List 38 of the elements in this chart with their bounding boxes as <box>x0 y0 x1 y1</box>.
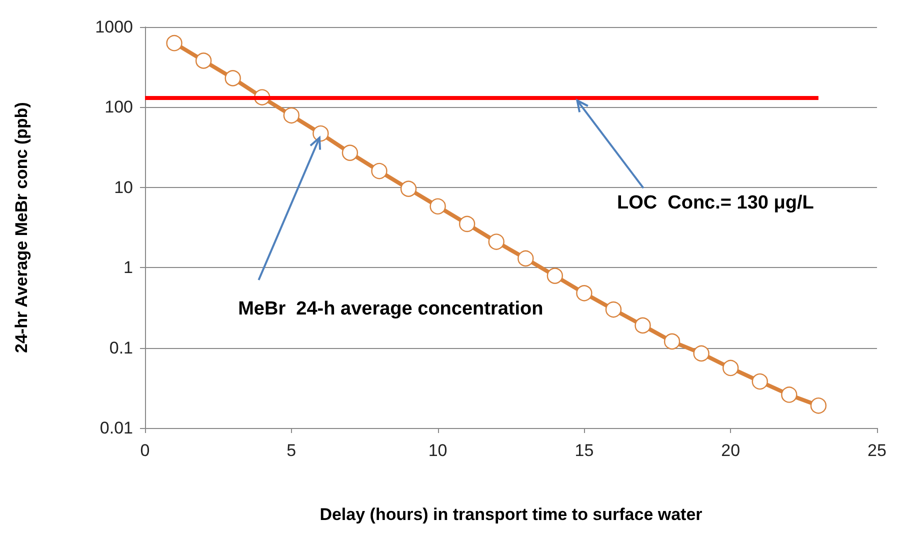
annotation: MeBr 24-h average concentration <box>238 298 544 320</box>
point <box>781 386 798 403</box>
y-tick-label: 100 <box>104 98 133 117</box>
point <box>546 268 564 284</box>
x-axis-title: Delay (hours) in transport time to surface water <box>320 505 703 524</box>
point <box>810 398 827 414</box>
y-tick-label: 0.1 <box>109 338 133 358</box>
point <box>166 34 182 52</box>
x-tick-label: 5 <box>286 441 296 460</box>
point <box>518 250 534 267</box>
point <box>722 360 739 376</box>
x-tick-label: 15 <box>574 441 594 460</box>
point <box>283 107 300 124</box>
point <box>693 345 710 362</box>
point <box>371 162 388 180</box>
x-tick-label: 25 <box>868 441 886 460</box>
x-tick-label: 0 <box>140 441 150 460</box>
point <box>664 333 680 350</box>
y-tick-label: 1 <box>124 258 133 278</box>
x-tick-label: 10 <box>428 441 448 460</box>
point <box>488 234 504 250</box>
point <box>342 144 358 161</box>
y-tick-label: 1000 <box>95 18 133 36</box>
point <box>195 52 212 69</box>
point <box>430 198 446 214</box>
point <box>312 125 329 142</box>
point <box>634 317 651 334</box>
y-tick-label: 0.01 <box>100 418 133 438</box>
ref-line-label: LOC Conc.= 130 μg/L <box>616 192 814 214</box>
point <box>605 301 622 318</box>
point <box>458 216 476 232</box>
y-axis-title: 24-hr Average MeBr conc (ppb) <box>12 102 31 353</box>
point <box>224 70 241 86</box>
x-tick-label: 20 <box>721 441 740 460</box>
point <box>576 285 592 302</box>
point <box>752 373 768 390</box>
point <box>400 180 417 197</box>
y-tick-label: 10 <box>114 178 133 197</box>
